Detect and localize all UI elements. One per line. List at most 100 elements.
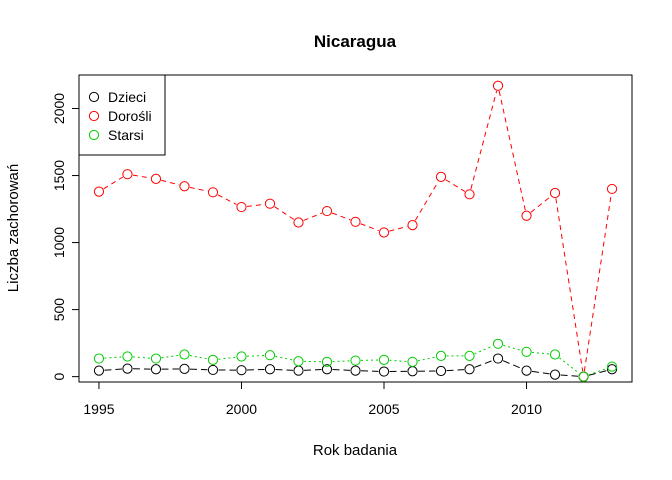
series-segment	[531, 370, 550, 375]
data-point	[236, 365, 247, 376]
series-dzieci	[93, 353, 618, 382]
series-segment	[274, 206, 295, 220]
x-tick-label: 1995	[83, 401, 114, 417]
data-point	[578, 371, 589, 382]
data-point	[93, 353, 105, 364]
legend-marker	[88, 129, 100, 141]
x-tick-label: 2000	[226, 401, 257, 417]
data-point	[464, 364, 475, 375]
data-point	[521, 365, 532, 376]
chart-title: Nicaragua	[314, 32, 397, 51]
series-segment	[530, 196, 552, 213]
series-segment	[303, 369, 322, 371]
series-segment	[246, 354, 265, 357]
series-segment	[417, 356, 436, 362]
data-point	[321, 356, 333, 367]
data-point	[293, 365, 304, 376]
y-tick-label: 1500	[51, 160, 67, 191]
series-segment	[246, 368, 265, 371]
data-point	[464, 189, 475, 200]
y-tick-label: 1000	[51, 227, 67, 258]
y-tick-label: 0	[51, 373, 67, 381]
data-point	[378, 354, 390, 365]
data-point	[93, 186, 105, 197]
series-segment	[132, 174, 151, 179]
data-point	[236, 201, 247, 213]
series-segment	[389, 226, 408, 232]
series-segment	[360, 370, 379, 372]
legend-marker	[88, 110, 100, 122]
data-point	[207, 354, 219, 365]
data-point	[435, 365, 447, 377]
data-point	[179, 363, 190, 374]
data-point	[150, 364, 162, 375]
data-point	[521, 210, 532, 221]
series-segment	[104, 368, 123, 371]
data-point	[407, 220, 418, 231]
series-segment	[189, 368, 208, 371]
data-point	[435, 171, 447, 182]
series-segment	[389, 359, 408, 363]
data-point	[407, 366, 418, 377]
legend-label: Starsi	[108, 127, 144, 143]
data-point	[549, 187, 561, 199]
data-point	[321, 205, 333, 217]
x-tick-label: 2010	[511, 401, 542, 417]
data-point	[150, 353, 162, 364]
y-tick-label: 2000	[51, 93, 67, 124]
data-point	[350, 216, 361, 227]
data-point	[122, 351, 133, 362]
y-axis-label: Liczba zachorowań	[5, 164, 22, 292]
data-point	[93, 365, 105, 376]
series-segment	[498, 90, 526, 211]
data-point	[207, 187, 219, 198]
series-segment	[560, 374, 579, 377]
legend-marker	[88, 91, 100, 103]
series-segment	[559, 357, 580, 374]
series-segment	[217, 194, 237, 205]
data-point	[179, 181, 190, 192]
data-point	[350, 365, 361, 376]
legend: Dzieci Dorośli Starsi	[78, 74, 166, 156]
data-point	[179, 349, 190, 360]
data-point	[606, 361, 618, 372]
data-point	[464, 350, 475, 361]
series-segment	[503, 344, 522, 351]
data-point	[549, 369, 561, 380]
series-segment	[446, 369, 465, 372]
series-dorośli	[93, 80, 618, 382]
data-point	[407, 356, 418, 367]
data-point	[606, 364, 618, 375]
data-point	[492, 80, 504, 91]
data-point	[293, 217, 304, 228]
series-segment	[161, 354, 180, 359]
series-segment	[275, 369, 294, 371]
data-point	[521, 346, 532, 357]
data-point	[350, 355, 361, 366]
data-point	[378, 366, 390, 377]
data-point	[150, 173, 162, 184]
x-axis-label: Rok badania	[313, 442, 398, 459]
series-segment	[583, 194, 612, 372]
data-point	[122, 363, 133, 374]
series-segment	[218, 356, 237, 360]
series-segment	[189, 186, 208, 192]
series-starsi	[93, 338, 618, 382]
series-layer	[93, 80, 618, 382]
data-point	[264, 198, 276, 209]
series-segment	[275, 355, 294, 361]
series-segment	[246, 203, 265, 207]
series-segment	[531, 351, 550, 355]
data-point	[378, 227, 390, 238]
data-point	[435, 350, 447, 361]
series-segment	[474, 360, 494, 368]
series-segment	[104, 356, 123, 359]
series-segment	[588, 370, 607, 376]
data-point	[236, 351, 247, 362]
legend-label: Dorośli	[108, 108, 152, 124]
series-segment	[332, 369, 351, 371]
series-segment	[445, 179, 466, 192]
series-segment	[502, 360, 522, 369]
series-segment	[360, 223, 380, 232]
